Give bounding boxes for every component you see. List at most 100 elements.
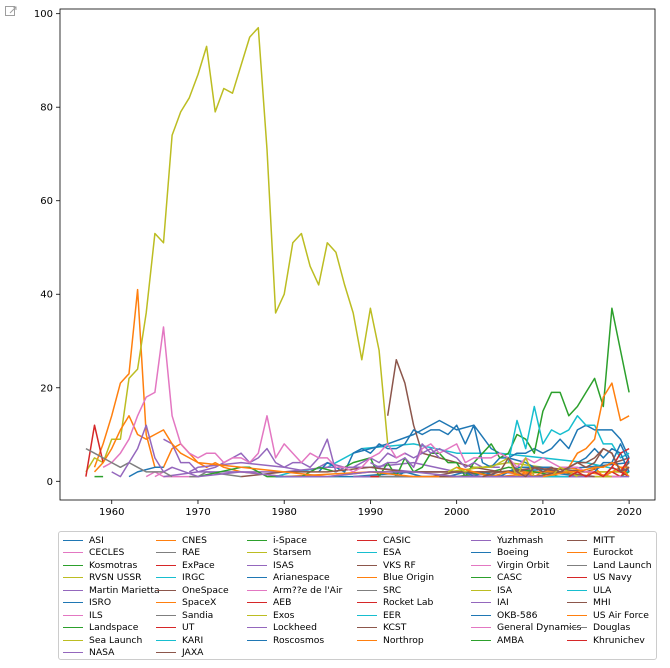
legend-label: NASA xyxy=(89,647,115,658)
legend-item-northrop: Northrop xyxy=(357,634,424,646)
legend-swatch xyxy=(567,627,587,628)
series-line-ula xyxy=(507,405,630,463)
series-line-rvsn-ussr xyxy=(85,26,389,473)
legend-label: Yuzhmash xyxy=(497,534,544,546)
legend-swatch xyxy=(156,552,176,553)
legend-label: Roscosmos xyxy=(273,634,325,646)
legend-swatch xyxy=(471,552,491,553)
legend-swatch xyxy=(567,589,587,591)
legend-swatch xyxy=(63,602,83,603)
legend-swatch xyxy=(63,627,83,628)
axes: 1960 1970 1980 1990 2000 2010 2020 0 20 40 60 80 100 xyxy=(34,8,656,518)
legend-label: CASIC xyxy=(383,534,411,546)
plot-area xyxy=(60,9,655,500)
legend-swatch xyxy=(471,639,491,641)
legend-label: Sandia xyxy=(182,609,214,621)
legend-item-casc: CASC xyxy=(471,572,522,584)
legend-item-us-navy: US Navy xyxy=(567,572,632,584)
legend-item-yuzhmash: Yuzhmash xyxy=(471,534,543,546)
legend-label: KARI xyxy=(182,634,204,646)
legend-label: US Navy xyxy=(593,572,632,583)
legend-swatch xyxy=(156,627,176,628)
x-tick-label: 1970 xyxy=(185,507,210,518)
legend-item-ut: UT xyxy=(156,622,194,634)
legend-swatch xyxy=(63,652,83,653)
legend-swatch xyxy=(156,564,176,566)
series-line-jaxa xyxy=(482,447,630,478)
legend-item-martin-marietta: Martin Marietta xyxy=(63,584,160,596)
legend-label: ILS xyxy=(89,609,103,621)
y-tick-label: 80 xyxy=(40,103,53,114)
legend-item-rvsn-ussr: RVSN USSR xyxy=(63,572,142,584)
series-line-nasa xyxy=(111,424,543,478)
legend-label: General Dynamics xyxy=(497,622,582,633)
legend-item-kari: KARI xyxy=(156,634,203,646)
legend-item-blue-origin: Blue Origin xyxy=(357,572,434,584)
legend-swatch xyxy=(357,539,377,541)
legend-swatch xyxy=(63,539,83,541)
legend-item-i-space: i-Space xyxy=(247,534,307,546)
x-tick-label: 2000 xyxy=(444,507,469,518)
legend-label: Rocket Lab xyxy=(383,597,434,608)
legend-item-irgc: IRGC xyxy=(156,572,205,584)
legend-swatch xyxy=(567,539,587,541)
y-tick-label: 20 xyxy=(40,383,53,394)
legend-item-khrunichev: Khrunichev xyxy=(567,634,645,646)
legend-swatch xyxy=(156,639,176,641)
legend-label: Khrunichev xyxy=(593,634,645,646)
legend-label: Northrop xyxy=(383,634,424,646)
legend-label: Blue Origin xyxy=(383,572,435,583)
legend-label: VKS RF xyxy=(383,559,416,571)
legend-swatch xyxy=(357,639,377,641)
x-tick-label: 1980 xyxy=(271,507,296,518)
legend-item-mitt: MITT xyxy=(567,534,615,546)
series-lines xyxy=(85,26,630,478)
legend-swatch xyxy=(63,589,83,591)
x-tick-label: 1960 xyxy=(99,507,124,518)
legend-swatch xyxy=(357,577,377,578)
legend-label: OKB-586 xyxy=(497,609,538,621)
legend-swatch xyxy=(247,614,267,616)
legend-label: Virgin Orbit xyxy=(497,559,550,571)
series-line-sea-launch xyxy=(447,457,578,478)
legend-swatch xyxy=(567,552,587,553)
legend-label: JAXA xyxy=(182,647,204,658)
legend-item-landspace: Landspace xyxy=(63,622,138,634)
legend-label: Starsem xyxy=(273,547,312,558)
series-line-spacex xyxy=(508,382,630,478)
legend-label: UT xyxy=(182,622,195,633)
legend-label: ISA xyxy=(497,584,512,596)
legend-item-iai: IAI xyxy=(471,597,509,609)
legend-swatch xyxy=(247,577,267,578)
legend-item-kosmotras: Kosmotras xyxy=(63,559,137,571)
plot-background xyxy=(60,9,655,500)
legend-label: CASC xyxy=(497,572,522,583)
legend-label: Landspace xyxy=(89,622,139,633)
legend-label: Martin Marietta xyxy=(89,584,160,596)
legend-label: RVSN USSR xyxy=(89,572,142,583)
legend-item-spacex: SpaceX xyxy=(156,597,216,609)
legend-item-ils: ILS xyxy=(63,609,103,621)
output-cell-icon xyxy=(4,4,18,18)
legend-swatch xyxy=(357,602,377,603)
legend-swatch xyxy=(156,652,176,653)
legend: ASI CNES i-Space CASIC Yuzhmash MITT CECLES RAE… xyxy=(58,531,657,660)
legend-swatch xyxy=(63,639,83,641)
legend-item-virgin-orbit: Virgin Orbit xyxy=(471,559,549,571)
legend-item-okb-586: OKB-586 xyxy=(471,609,537,621)
series-line-lockheed xyxy=(370,443,500,469)
legend-label: US Air Force xyxy=(593,609,649,621)
legend-item-src: SRC xyxy=(357,584,401,596)
legend-label: SRC xyxy=(383,584,402,596)
legend-item-eer: EER xyxy=(357,609,401,621)
legend-item-onespace: OneSpace xyxy=(156,584,229,596)
legend-label: Arianespace xyxy=(273,572,330,583)
legend-label: Exos xyxy=(273,609,295,621)
legend-label: OneSpace xyxy=(182,584,229,596)
x-tick-label: 2010 xyxy=(530,507,555,518)
x-tick-label: 2020 xyxy=(616,507,641,518)
legend-swatch xyxy=(63,614,83,616)
legend-swatch xyxy=(63,552,83,553)
legend-item-ula: ULA xyxy=(567,584,611,596)
legend-item-sea-launch: Sea Launch xyxy=(63,634,142,646)
